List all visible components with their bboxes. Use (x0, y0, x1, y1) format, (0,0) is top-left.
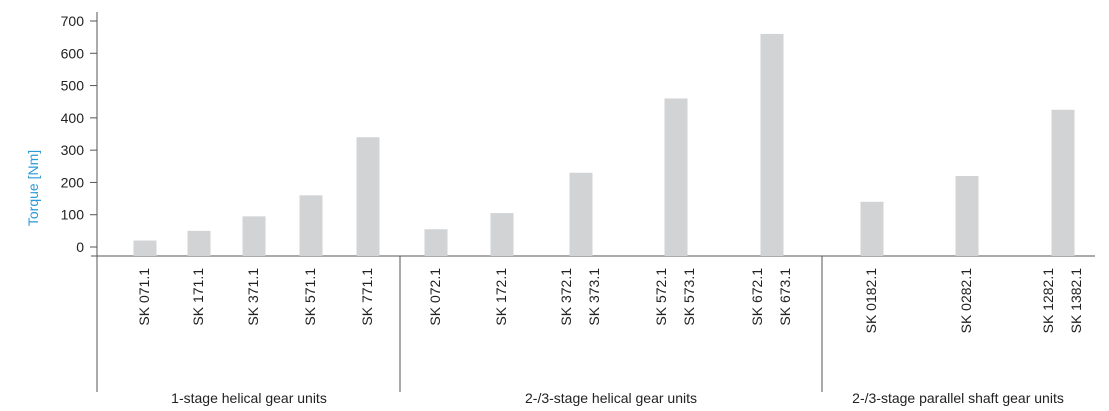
group-labels: 1-stage helical gear units 2-/3-stage hel… (171, 390, 1064, 406)
category-label: SK 172.1 (493, 268, 509, 326)
y-axis-label: Torque [Nm] (25, 150, 41, 226)
category-label: SK 0182.1 (863, 268, 879, 334)
bar (664, 98, 688, 256)
category-labels: SK 071.1 SK 171.1 SK 371.1 SK 571.1 SK 771.1… (136, 268, 1084, 334)
y-tick-label: 0 (76, 239, 84, 255)
category-label: SK 571.1 (302, 268, 318, 326)
bar (760, 33, 784, 256)
category-label: SK 373.1 (586, 268, 602, 326)
category-label: SK 072.1 (427, 268, 443, 326)
bar (133, 240, 157, 256)
y-tick-label: 300 (61, 142, 85, 158)
y-tick-label: 600 (61, 45, 85, 61)
category-label: SK 372.1 (558, 268, 574, 326)
bars (133, 33, 1075, 257)
bar (424, 229, 448, 256)
category-label: SK 371.1 (245, 268, 261, 326)
bar (490, 213, 514, 256)
y-tick-label: 100 (61, 207, 85, 223)
bar (242, 216, 266, 256)
bar (569, 172, 593, 256)
bar (1051, 109, 1075, 257)
group-label: 1-stage helical gear units (171, 390, 327, 406)
group-label: 2-/3-stage parallel shaft gear units (852, 390, 1064, 406)
y-tick-label: 500 (61, 78, 85, 94)
category-label: SK 1382.1 (1068, 268, 1084, 334)
category-label: SK 572.1 (653, 268, 669, 326)
category-label: SK 672.1 (749, 268, 765, 326)
category-label: SK 673.1 (777, 268, 793, 326)
bar (299, 195, 323, 256)
category-label: SK 1282.1 (1040, 268, 1056, 334)
group-label: 2-/3-stage helical gear units (525, 390, 697, 406)
category-label: SK 771.1 (359, 268, 375, 326)
y-tick-label: 700 (61, 13, 85, 29)
bar (860, 201, 884, 256)
axes (91, 12, 1095, 392)
category-label: SK 573.1 (681, 268, 697, 326)
bar (187, 230, 211, 256)
y-axis-ticks: 0 100 200 300 400 500 600 700 (61, 13, 97, 255)
bar (356, 137, 380, 256)
y-tick-label: 200 (61, 174, 85, 190)
y-tick-label: 400 (61, 110, 85, 126)
bar (955, 175, 979, 256)
category-label: SK 0282.1 (958, 268, 974, 334)
category-label: SK 071.1 (136, 268, 152, 326)
category-label: SK 171.1 (190, 268, 206, 326)
